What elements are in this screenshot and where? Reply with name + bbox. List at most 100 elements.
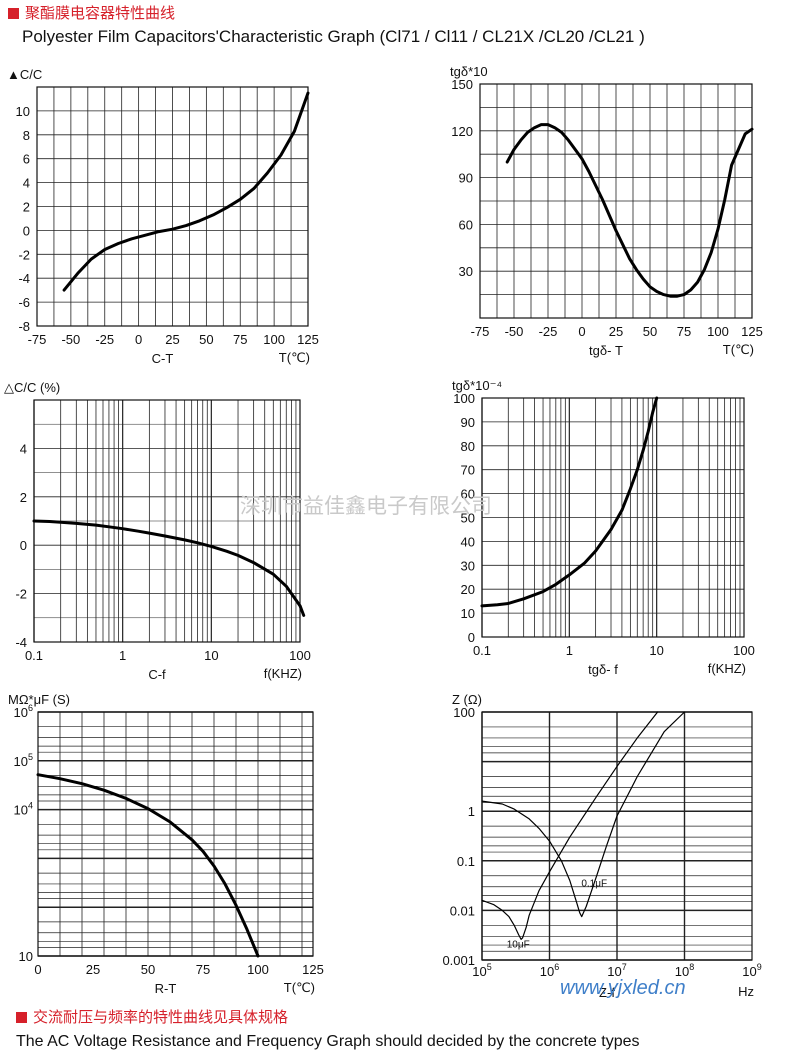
x-axis-unit: f(KHZ) <box>708 661 746 676</box>
x-tick-label: 50 <box>141 962 155 977</box>
x-tick-label: 10 <box>649 643 663 658</box>
series-line-tgt0 <box>505 123 754 298</box>
chart-title: tgδ- T <box>589 343 623 358</box>
red-square-icon <box>16 1012 27 1023</box>
x-tick-label: 100 <box>247 962 269 977</box>
y-axis-label: tgδ*10⁻⁴ <box>452 378 502 393</box>
x-tick-label: 75 <box>233 332 247 347</box>
series-line-tgf0 <box>480 396 659 608</box>
y-tick-label: 10 <box>19 949 33 964</box>
x-tick-label: 75 <box>677 324 691 339</box>
watermark: 深圳市益佳鑫电子有限公司 <box>240 495 492 518</box>
series-line-rt0 <box>36 773 260 958</box>
x-tick-label: 1 <box>566 643 573 658</box>
y-tick-label: 10 <box>461 606 475 621</box>
plot-frame <box>481 711 753 961</box>
y-tick-label: 100 <box>453 391 475 406</box>
x-tick-label: 100 <box>707 324 729 339</box>
y-tick-label: 0 <box>20 538 27 553</box>
page-footer: 交流耐压与频率的特性曲线见具体规格 The AC Voltage Resista… <box>16 1008 786 1054</box>
title-en: Polyester Film Capacitors'Characteristic… <box>22 27 645 46</box>
x-tick-label: -75 <box>471 324 490 339</box>
x-axis-unit: T(℃) <box>284 980 315 995</box>
x-tick-label: 75 <box>196 962 210 977</box>
y-tick-label: -8 <box>18 319 30 334</box>
y-tick-label: 6 <box>23 152 30 167</box>
y-tick-label: -6 <box>18 295 30 310</box>
x-tick-label: 100 <box>263 332 285 347</box>
plot-frame <box>36 86 309 327</box>
x-axis-unit: T(℃) <box>279 350 310 365</box>
y-tick-label: 60 <box>461 487 475 502</box>
x-tick-label: 0.1 <box>25 648 43 663</box>
series-line-01F <box>481 711 686 918</box>
grid-cf <box>33 399 300 643</box>
y-tick-label: 30 <box>461 558 475 573</box>
x-tick-label: 125 <box>302 962 324 977</box>
footer-en: The AC Voltage Resistance and Frequency … <box>16 1033 640 1050</box>
y-tick-label: 120 <box>451 124 473 139</box>
x-tick-label: 50 <box>199 332 213 347</box>
y-tick-label: 0.1 <box>457 854 475 869</box>
series-line-ct0 <box>62 91 310 292</box>
y-tick-label: -4 <box>18 271 30 286</box>
y-tick-label: 50 <box>461 511 475 526</box>
y-axis-label: MΩ*μF (S) <box>8 692 70 707</box>
title-zh: 聚酯膜电容器特性曲线 <box>8 4 788 24</box>
y-tick-label: -2 <box>15 587 27 602</box>
grid-rt <box>37 711 313 957</box>
y-tick-label: 104 <box>14 801 33 818</box>
y-axis-label: Z (Ω) <box>452 692 482 707</box>
y-tick-label: 0.001 <box>442 953 475 968</box>
x-tick-label: -25 <box>539 324 558 339</box>
series-line-10F <box>481 711 659 940</box>
grid-ct <box>36 86 309 327</box>
y-tick-label: 105 <box>14 752 33 769</box>
x-tick-label: 0 <box>135 332 142 347</box>
y-axis-label: △C/C (%) <box>4 380 60 395</box>
x-tick-label: 125 <box>741 324 763 339</box>
y-tick-label: -2 <box>18 247 30 262</box>
chart-cf: 0.1 1 10 100 -4 -2 0 2 4 △C/C (%) C-f f(KHZ) <box>4 380 311 682</box>
y-tick-label: 70 <box>461 463 475 478</box>
x-tick-label: 0 <box>34 962 41 977</box>
x-tick-label: 25 <box>165 332 179 347</box>
x-tick-label: 125 <box>297 332 319 347</box>
chart-ct: -75 -50 -25 0 25 50 75 100 125 -8 -6 -4 -2 0 2 4 6 8 10 ▲C/… <box>7 67 319 366</box>
x-tick-label: -50 <box>505 324 524 339</box>
y-axis-label: tgδ*10 <box>450 64 488 79</box>
footer-zh-text: 交流耐压与频率的特性曲线见具体规格 <box>33 1009 289 1026</box>
chart-title: C-T <box>152 351 174 366</box>
y-tick-label: 40 <box>461 534 475 549</box>
x-tick-label: -50 <box>61 332 80 347</box>
y-tick-label: 0 <box>23 223 30 238</box>
y-tick-label: 1 <box>468 804 475 819</box>
x-tick-label: 10 <box>204 648 218 663</box>
y-tick-label: -4 <box>15 635 27 650</box>
series-label-10uf: 10μF <box>507 939 530 950</box>
x-tick-label: 25 <box>609 324 623 339</box>
x-tick-label: -75 <box>28 332 47 347</box>
x-tick-label: 50 <box>643 324 657 339</box>
y-tick-label: 30 <box>459 264 473 279</box>
plot-frame <box>479 83 753 319</box>
x-axis-unit: T(℃) <box>723 342 754 357</box>
x-tick-label: 25 <box>86 962 100 977</box>
series-label-01uf: 0.1μF <box>581 879 607 890</box>
y-tick-label: 4 <box>20 441 27 456</box>
y-tick-label: 8 <box>23 128 30 143</box>
y-axis-label: ▲C/C <box>7 67 42 82</box>
grid-tgf <box>481 397 744 638</box>
y-tick-label: 2 <box>20 490 27 505</box>
chart-title: C-f <box>148 667 166 682</box>
chart-title: Z-f <box>599 985 615 1000</box>
chart-tgt: -75 -50 -25 0 25 50 75 100 125 30 60 90 120 150tgδ*10… <box>450 64 763 358</box>
grid-tgt <box>479 83 753 319</box>
red-square-icon <box>8 8 19 19</box>
x-tick-label: -25 <box>95 332 114 347</box>
x-tick-label: 106 <box>540 962 559 979</box>
y-tick-label: 60 <box>459 217 473 232</box>
y-tick-label: 4 <box>23 176 30 191</box>
